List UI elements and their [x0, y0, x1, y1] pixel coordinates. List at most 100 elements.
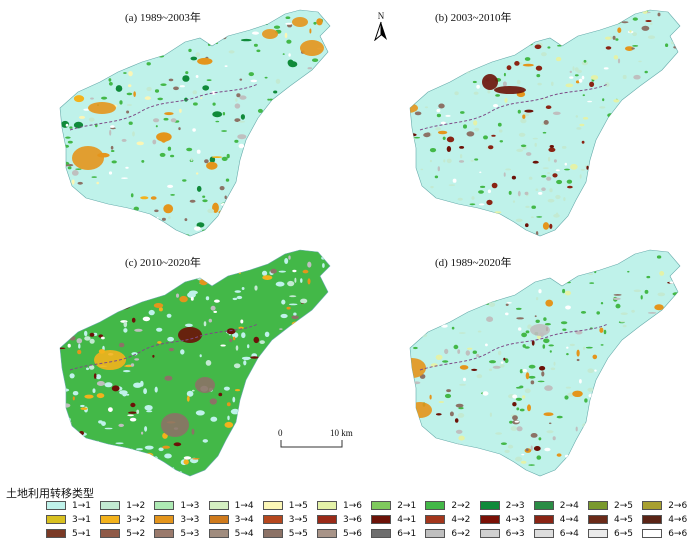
legend-swatch [100, 529, 121, 538]
legend-swatch [533, 529, 554, 538]
legend-swatch [479, 501, 500, 510]
legend-label: 4→6 [668, 514, 688, 525]
legend-item: 2→5 [588, 500, 633, 511]
legend-swatch [154, 529, 175, 538]
legend-label: 6→5 [614, 528, 633, 539]
legend-swatch [100, 501, 121, 510]
legend-item: 1→6 [317, 500, 362, 511]
legend-item: 5→3 [154, 528, 199, 539]
legend-swatch [46, 515, 66, 524]
legend-swatch [208, 515, 229, 524]
legend-label: 5→3 [180, 528, 200, 539]
map-d [409, 249, 681, 477]
legend-swatch [100, 515, 121, 524]
legend-label: 3→6 [343, 514, 362, 525]
legend-label: 5→1 [72, 528, 91, 539]
legend-swatch [208, 529, 229, 538]
map-c [59, 249, 331, 477]
legend-label: 6→4 [559, 528, 579, 539]
legend-item: 1→5 [262, 500, 308, 511]
legend-label: 2→1 [397, 500, 417, 511]
map-panel-b: (b) 2003~2010年 [350, 0, 700, 240]
legend-label: 1→6 [343, 500, 362, 511]
legend-swatch [588, 501, 608, 510]
legend-swatch [588, 529, 608, 538]
legend-item: 5→6 [317, 528, 362, 539]
legend-swatch [262, 529, 283, 538]
panel-title-c: (c) 2010~2020年 [125, 257, 201, 269]
legend-item: 4→2 [425, 514, 470, 525]
map-panel-d: (d) 1989~2020年 [350, 240, 700, 480]
legend-item: 3→5 [262, 514, 308, 525]
legend-item: 2→1 [371, 500, 416, 511]
legend-item: 4→4 [533, 514, 579, 525]
legend-swatch [371, 515, 392, 524]
legend-item: 1→3 [154, 500, 199, 511]
legend-label: 3→1 [72, 514, 91, 525]
legend-item: 2→4 [533, 500, 579, 511]
panel-title-b: (b) 2003~2010年 [435, 12, 512, 24]
legend-item: 6→6 [642, 528, 687, 539]
legend-swatch [46, 501, 66, 510]
legend-label: 6→3 [505, 528, 525, 539]
legend-label: 4→4 [559, 514, 579, 525]
legend-label: 5→2 [126, 528, 146, 539]
legend-label: 6→1 [397, 528, 417, 539]
legend-swatch [371, 501, 392, 510]
legend-label: 1→1 [72, 500, 91, 511]
legend-label: 1→5 [288, 500, 308, 511]
legend-label: 2→5 [614, 500, 633, 511]
legend-swatch [317, 529, 337, 538]
legend-swatch [317, 515, 337, 524]
north-arrow-icon [373, 21, 387, 42]
north-arrow: N [373, 12, 389, 42]
scale-start: 0 [278, 428, 283, 438]
legend-swatch [642, 501, 663, 510]
legend-label: 4→3 [505, 514, 525, 525]
legend-item: 5→2 [100, 528, 145, 539]
legend-swatch [262, 501, 283, 510]
legend-swatch [317, 501, 337, 510]
legend-item: 1→2 [100, 500, 145, 511]
legend-label: 5→6 [343, 528, 362, 539]
legend-swatch [262, 515, 283, 524]
legend-swatch [588, 515, 608, 524]
legend-label: 6→2 [451, 528, 471, 539]
legend-label: 3→5 [288, 514, 308, 525]
map-panel-c: (c) 2010~2020年 [0, 240, 350, 480]
legend-swatch [479, 515, 500, 524]
map-b [409, 9, 681, 237]
legend-item: 3→4 [208, 514, 254, 525]
legend-item: 5→5 [262, 528, 308, 539]
legend-item: 2→2 [425, 500, 470, 511]
legend-item: 6→1 [371, 528, 416, 539]
legend-item: 1→1 [46, 500, 91, 511]
legend-label: 2→6 [668, 500, 688, 511]
legend-swatch [425, 501, 446, 510]
legend-swatch [371, 529, 392, 538]
map-panel-a: (a) 1989~2003年 [0, 0, 350, 240]
legend-item: 6→5 [588, 528, 633, 539]
legend-swatch [642, 515, 663, 524]
legend-label: 4→5 [614, 514, 633, 525]
legend-label: 3→3 [180, 514, 200, 525]
scale-end: 10 km [330, 428, 353, 438]
panel-title-d: (d) 1989~2020年 [435, 257, 512, 269]
legend-item: 1→4 [208, 500, 254, 511]
north-label: N [377, 11, 385, 21]
legend-label: 3→4 [234, 514, 254, 525]
legend-label: 5→4 [234, 528, 254, 539]
legend-item: 4→1 [371, 514, 416, 525]
legend-item: 2→3 [479, 500, 525, 511]
legend-item: 2→6 [642, 500, 687, 511]
legend-swatch [642, 529, 663, 538]
panel-title-a: (a) 1989~2003年 [125, 12, 201, 24]
legend-swatch [208, 501, 229, 510]
legend-label: 5→5 [288, 528, 308, 539]
legend-item: 6→4 [533, 528, 579, 539]
legend-item: 4→3 [479, 514, 525, 525]
legend-item: 5→4 [208, 528, 254, 539]
legend-item: 6→2 [425, 528, 470, 539]
legend-label: 3→2 [126, 514, 146, 525]
legend-label: 1→3 [180, 500, 200, 511]
